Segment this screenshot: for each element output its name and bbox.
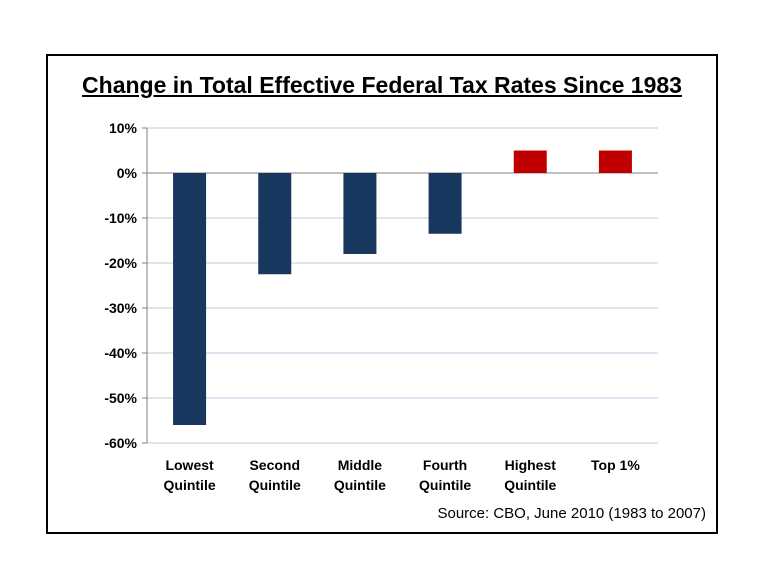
y-tick-label: -40% <box>104 345 137 361</box>
y-tick-label: -50% <box>104 390 137 406</box>
bar <box>258 173 292 275</box>
category-label: Top 1% <box>591 457 640 473</box>
category-label: Fourth <box>423 457 467 473</box>
category-label: Second <box>249 457 300 473</box>
bar <box>513 150 547 173</box>
bar <box>428 173 462 234</box>
source-note: Source: CBO, June 2010 (1983 to 2007) <box>437 505 706 522</box>
bar <box>343 173 377 254</box>
bar <box>173 173 207 425</box>
chart-frame: Change in Total Effective Federal Tax Ra… <box>46 54 718 534</box>
category-label: Quintile <box>249 477 301 493</box>
y-tick-label: -60% <box>104 435 137 451</box>
category-label: Quintile <box>334 477 386 493</box>
category-label: Middle <box>338 457 383 473</box>
y-tick-label: 0% <box>117 165 138 181</box>
category-label: Quintile <box>164 477 216 493</box>
y-tick-label: -10% <box>104 210 137 226</box>
chart-title: Change in Total Effective Federal Tax Ra… <box>82 72 682 98</box>
y-tick-label: -20% <box>104 255 137 271</box>
category-label: Lowest <box>165 457 214 473</box>
category-label: Quintile <box>419 477 471 493</box>
bar-chart: 10% 0% -10% -20% -30% -40% -50% -60% Lowest Quint… <box>104 120 658 493</box>
bar <box>598 150 632 173</box>
category-label: Quintile <box>504 477 556 493</box>
y-tick-label: 10% <box>109 120 138 136</box>
category-label: Highest <box>505 457 557 473</box>
y-tick-label: -30% <box>104 300 137 316</box>
